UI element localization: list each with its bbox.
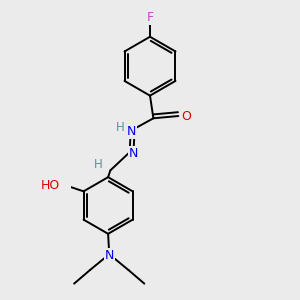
Text: N: N [104, 249, 114, 262]
Text: H: H [116, 121, 125, 134]
Text: N: N [128, 147, 138, 160]
Text: F: F [146, 11, 154, 24]
Text: N: N [127, 125, 136, 138]
Text: O: O [181, 110, 191, 122]
Text: H: H [94, 158, 102, 171]
Text: HO: HO [40, 179, 60, 192]
